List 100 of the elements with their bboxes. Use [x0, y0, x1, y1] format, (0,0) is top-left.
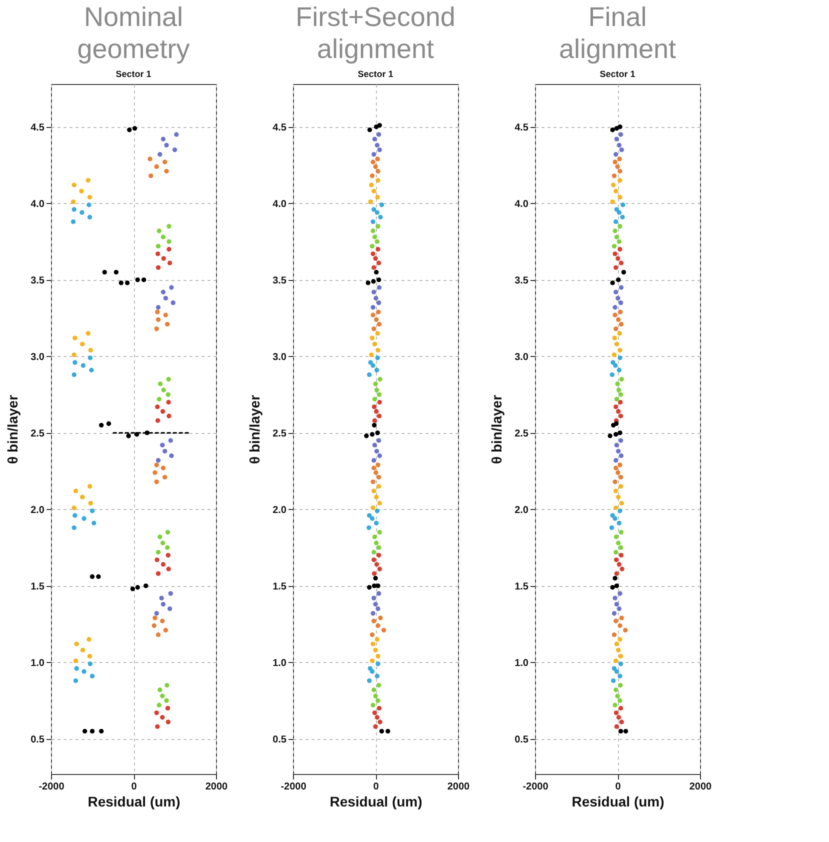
point — [154, 611, 159, 616]
point — [160, 442, 165, 448]
point — [374, 674, 380, 678]
point — [616, 368, 622, 372]
point — [368, 199, 373, 204]
point — [374, 470, 378, 475]
point — [612, 160, 618, 164]
point — [152, 470, 158, 475]
point — [156, 571, 161, 576]
point — [372, 550, 376, 554]
point — [167, 606, 172, 612]
point — [616, 606, 622, 612]
y-tick-label: 4.5 — [30, 122, 45, 134]
point — [118, 280, 124, 286]
point — [165, 530, 170, 535]
point — [376, 654, 380, 659]
y-tick-label: 2.0 — [514, 504, 529, 516]
point — [614, 642, 620, 646]
point — [374, 637, 380, 642]
point — [616, 142, 622, 148]
point — [160, 562, 166, 567]
point — [73, 658, 78, 664]
point — [90, 674, 95, 678]
point — [158, 382, 163, 386]
y-tick-label: 2.5 — [30, 428, 45, 440]
point — [73, 678, 78, 684]
point — [616, 239, 622, 244]
point — [372, 466, 376, 470]
point — [126, 434, 131, 438]
point — [82, 669, 86, 674]
point — [141, 277, 146, 282]
point — [166, 552, 170, 558]
point — [618, 552, 624, 558]
y-tick-label: 3.0 — [30, 352, 45, 363]
point — [376, 224, 380, 229]
point — [619, 500, 624, 506]
point — [612, 352, 617, 358]
point — [155, 251, 160, 256]
point — [155, 724, 160, 729]
point — [155, 418, 160, 423]
point — [156, 458, 161, 463]
point — [612, 666, 617, 671]
chart-title: First+Second alignment — [296, 2, 456, 64]
point — [87, 194, 92, 200]
point — [616, 470, 620, 475]
point — [616, 494, 621, 500]
point — [376, 178, 380, 183]
point — [87, 484, 92, 489]
point — [155, 404, 160, 410]
point — [615, 694, 620, 698]
point — [163, 296, 168, 301]
x-axis-title: Residual (um) — [572, 794, 664, 810]
point — [372, 342, 378, 346]
y-tick-label: 1.0 — [272, 658, 287, 669]
point — [376, 277, 382, 282]
point — [375, 356, 380, 360]
point — [374, 368, 380, 372]
point — [374, 508, 380, 514]
y-axis-title: θ bin/layer — [4, 394, 21, 464]
point — [618, 132, 624, 137]
point — [166, 720, 170, 724]
point — [612, 576, 618, 581]
point — [614, 724, 620, 729]
point — [369, 352, 374, 358]
point — [376, 706, 382, 711]
point — [614, 396, 620, 402]
point — [106, 421, 112, 426]
point — [618, 124, 622, 130]
point — [163, 628, 168, 633]
point — [614, 618, 618, 624]
point — [130, 586, 136, 592]
point — [160, 290, 166, 294]
point — [156, 265, 161, 270]
point — [372, 404, 377, 410]
point — [372, 152, 376, 157]
point — [88, 500, 93, 506]
point — [614, 688, 618, 692]
point — [164, 698, 169, 703]
point — [376, 545, 382, 550]
point — [619, 376, 624, 382]
y-axis-title: θ bin/layer — [246, 394, 263, 464]
point — [168, 438, 173, 443]
point — [610, 360, 616, 365]
point — [376, 682, 382, 688]
point — [372, 571, 377, 576]
point — [618, 484, 624, 489]
point — [616, 317, 621, 322]
point — [162, 474, 168, 480]
point — [616, 277, 621, 282]
point — [618, 623, 622, 628]
point — [158, 688, 162, 692]
point — [80, 363, 86, 368]
point — [374, 520, 379, 526]
point — [619, 616, 624, 620]
point — [124, 280, 130, 286]
point — [166, 246, 172, 252]
point — [376, 392, 382, 397]
point — [377, 500, 382, 506]
y-tick-label: 0.5 — [514, 734, 529, 746]
point — [375, 430, 380, 436]
